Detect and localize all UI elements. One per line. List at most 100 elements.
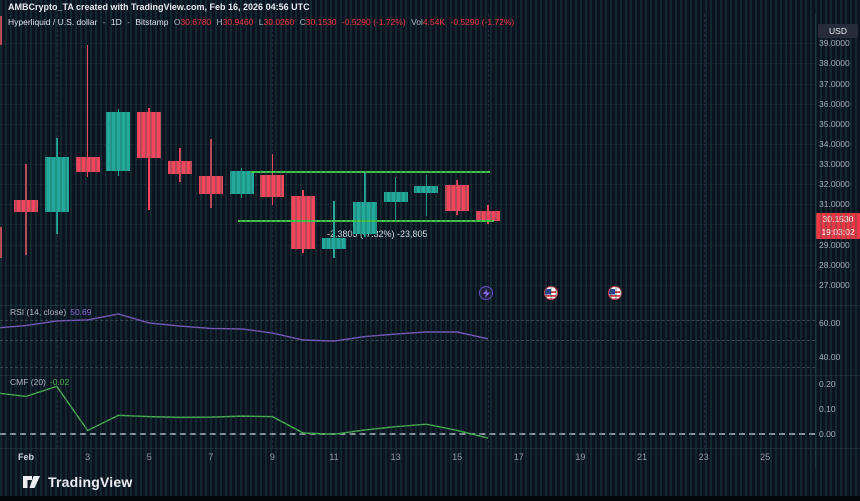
watermark-text: AMBCrypto_TA created with TradingView.co… (8, 2, 310, 12)
candle-wick (86, 45, 89, 178)
price-axis-label: 39.0000 (819, 38, 850, 49)
rsi-title-text: RSI (14, close) (10, 307, 67, 317)
rsi-middle-band-line (0, 340, 815, 341)
rsi-lower-band-line (0, 367, 815, 368)
candle[interactable] (414, 186, 439, 194)
price-axis-label: 32.0000 (819, 179, 850, 190)
indicator-axis-label: 0.10 (819, 404, 836, 414)
price-gridline (0, 164, 815, 166)
week-gridline (703, 14, 705, 448)
us-flag-icon (545, 289, 556, 299)
candle[interactable] (291, 196, 316, 249)
candle-wick (425, 175, 428, 217)
symbol-name[interactable]: Hyperliquid / U.S. dollar (8, 17, 98, 27)
price-gridline (0, 63, 815, 65)
rsi-pane-title[interactable]: RSI (14, close) 50.69 (10, 307, 92, 317)
us-economic-event-icon[interactable] (608, 286, 622, 300)
week-gridline (272, 14, 274, 448)
cmf-value: -0.02 (49, 377, 70, 387)
legend-sep: - (127, 17, 130, 27)
indicator-lines-layer (0, 313, 489, 439)
tradingview-logo-icon (23, 476, 40, 488)
price-axis-label: 35.0000 (819, 118, 850, 129)
candle[interactable] (445, 184, 470, 212)
price-gridline (0, 264, 815, 266)
candle[interactable] (229, 171, 254, 195)
legend-sep: - (102, 17, 106, 27)
open-value: 30.6780 (180, 17, 212, 27)
time-axis-label: 11 (329, 452, 339, 462)
candle[interactable] (260, 175, 285, 198)
exchange-label: Bitstamp (135, 17, 169, 27)
cmf-line (0, 385, 489, 439)
price-gridline (0, 184, 815, 186)
cmf-zero-line (0, 433, 815, 435)
volume-label: Vol (411, 17, 423, 27)
candle[interactable] (383, 192, 408, 203)
support-trendline[interactable] (238, 219, 494, 222)
price-axis-label: 38.0000 (819, 58, 850, 69)
candle[interactable] (14, 200, 38, 213)
price-axis-label: 28.0000 (819, 259, 850, 270)
pane-separator[interactable] (0, 305, 860, 306)
price-gridline (0, 103, 815, 105)
close-value: 30.1530 (305, 17, 337, 27)
price-gridline (0, 83, 815, 85)
price-axis-label: 33.0000 (819, 159, 850, 170)
candle[interactable] (106, 111, 131, 172)
candle-wick (333, 201, 335, 258)
candle[interactable] (476, 210, 500, 222)
clipped-candle-fragment (0, 16, 2, 45)
week-gridline (488, 14, 489, 448)
last-price-tag: 30.1530 19:03:02 (816, 213, 860, 239)
low-label: L (258, 17, 264, 27)
price-gridline (0, 43, 815, 45)
candle[interactable] (137, 111, 162, 159)
cmf-title-text: CMF (20) (10, 377, 46, 387)
resistance-trendline[interactable] (250, 171, 490, 174)
price-axis-label: 31.0000 (819, 199, 850, 210)
tradingview-logo[interactable]: TradingView (22, 472, 132, 491)
candle[interactable] (168, 161, 192, 175)
measure-tool-label[interactable]: -2.3805 (-7.32%) -23,805 (327, 229, 428, 239)
change-value-2: -0.5290 (-1.72%) (450, 17, 515, 27)
symbol-legend[interactable]: Hyperliquid / U.S. dollar - 1D - Bitstam… (8, 17, 517, 27)
bottom-black-bar (0, 496, 860, 501)
indicator-axis-label: 0.00 (819, 429, 836, 439)
bar-countdown: 19:03:02 (821, 227, 855, 237)
candle[interactable] (352, 202, 377, 234)
volume-value: 4.54K (422, 17, 446, 27)
time-axis-label: 13 (390, 452, 401, 462)
price-gridline (0, 284, 815, 286)
time-axis-label: 9 (269, 452, 275, 462)
candle-wick (148, 107, 150, 211)
rsi-upper-band-line (0, 320, 815, 321)
candle[interactable] (322, 237, 346, 249)
time-axis-label: 19 (575, 452, 586, 462)
cmf-pane-title[interactable]: CMF (20) -0.02 (10, 377, 69, 387)
tradingview-logo-text: TradingView (48, 473, 133, 490)
price-axis-label: 27.0000 (819, 279, 850, 290)
pane-separator[interactable] (0, 375, 860, 376)
candle[interactable] (44, 157, 69, 213)
us-economic-event-icon[interactable] (544, 286, 558, 300)
price-axis-label: 36.0000 (819, 98, 850, 109)
candle[interactable] (75, 157, 100, 173)
crypto-event-icon[interactable] (479, 286, 493, 300)
indicator-axis-label: 0.20 (819, 379, 836, 389)
candle[interactable] (198, 176, 223, 195)
currency-button[interactable]: USD (818, 24, 858, 38)
us-flag-icon (609, 289, 620, 299)
change-value: -0.5290 (-1.72%) (341, 17, 406, 27)
time-axis-label: 17 (513, 452, 524, 462)
price-gridline (0, 123, 815, 125)
interval-label[interactable]: 1D (110, 17, 122, 27)
high-label: H (216, 17, 223, 27)
price-axis-label: 37.0000 (819, 78, 850, 89)
indicator-axis-label: 60.00 (819, 318, 841, 328)
time-axis-label: 21 (636, 452, 648, 462)
time-axis-label: 15 (452, 452, 463, 462)
indicator-axis-label: 40.00 (819, 352, 841, 362)
